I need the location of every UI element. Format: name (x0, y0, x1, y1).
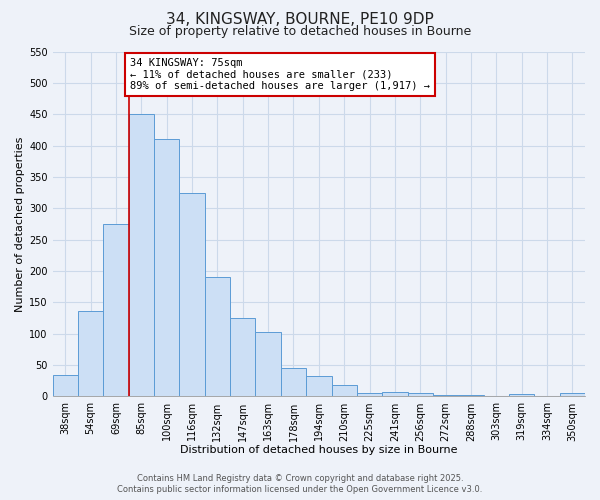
Bar (154, 140, 179, 396)
Bar (179, 192, 205, 396)
Bar (458, 394, 484, 396)
Bar (509, 394, 535, 396)
Bar (281, 368, 306, 396)
Y-axis label: Number of detached properties: Number of detached properties (15, 136, 25, 312)
Text: Size of property relative to detached houses in Bourne: Size of property relative to detached ho… (129, 25, 471, 38)
Text: 34, KINGSWAY, BOURNE, PE10 9DP: 34, KINGSWAY, BOURNE, PE10 9DP (166, 12, 434, 28)
Bar (78, 310, 103, 396)
X-axis label: Distribution of detached houses by size in Bourne: Distribution of detached houses by size … (180, 445, 458, 455)
Bar (230, 318, 256, 396)
Bar (433, 394, 458, 396)
Bar (332, 385, 357, 396)
Bar (407, 394, 433, 396)
Bar (382, 392, 407, 396)
Bar (129, 114, 154, 397)
Text: 34 KINGSWAY: 75sqm
← 11% of detached houses are smaller (233)
89% of semi-detach: 34 KINGSWAY: 75sqm ← 11% of detached hou… (130, 58, 430, 91)
Bar (357, 392, 382, 396)
Bar (256, 332, 281, 396)
Bar (306, 376, 332, 396)
Bar (560, 394, 585, 396)
Text: Contains HM Land Registry data © Crown copyright and database right 2025.
Contai: Contains HM Land Registry data © Crown c… (118, 474, 482, 494)
Bar (205, 278, 230, 396)
Bar (103, 224, 129, 396)
Bar (53, 374, 78, 396)
